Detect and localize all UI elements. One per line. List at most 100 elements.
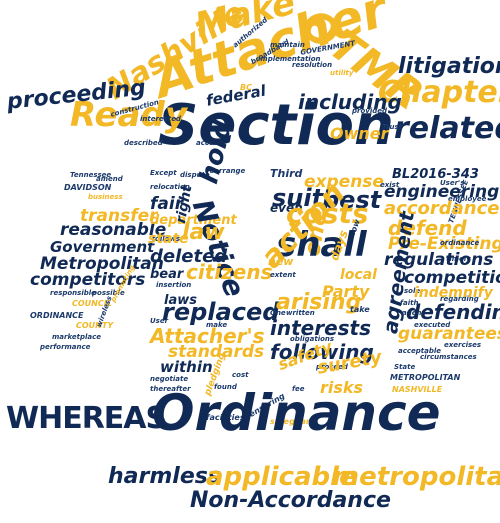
word-indemnify: indemnify (414, 285, 493, 301)
word-trust: Trust (382, 123, 402, 131)
word-bear: bear (150, 267, 184, 282)
word-acceptable: acceptable (398, 347, 442, 355)
word-accordance: accordance (384, 198, 500, 219)
word-maintain: maintain (270, 41, 305, 49)
word-party: Party (322, 282, 370, 301)
word-deleted: deleted (150, 246, 228, 267)
word-interested: interested (140, 115, 181, 123)
word-fee: fee (292, 385, 305, 393)
word-ordinance-word: ordinance (440, 239, 480, 247)
word-whereas: WHEREAS (6, 401, 167, 436)
word-one-cap: One (270, 309, 286, 317)
word-rearrange: rearrange (206, 167, 246, 175)
word-expense: expense (304, 172, 384, 192)
word-state: state (148, 231, 189, 247)
word-new: new (268, 255, 294, 268)
word-cost: cost (232, 371, 249, 379)
word-non-accordance: Non-Accordance (190, 488, 391, 513)
word-resolution: resolution (292, 61, 333, 69)
word-competitors: competitors (30, 270, 146, 290)
word-including: including (298, 90, 402, 114)
word-timely: timely (446, 255, 471, 263)
word-provided: provided (352, 107, 388, 115)
word-user: User (150, 317, 169, 325)
word-competition: competition (404, 268, 500, 288)
word-agent: agent (402, 309, 425, 317)
word-ready: Ready (70, 95, 187, 135)
word-interests: interests (270, 316, 372, 340)
word-attachers: Attacher's (150, 324, 265, 348)
word-obligations: obligations (290, 335, 335, 343)
word-thereafter: thereafter (150, 385, 191, 393)
word-exist: exist (380, 181, 400, 189)
word-davidson: DAVIDSON (64, 183, 112, 192)
word-within: within (160, 358, 213, 376)
word-replaced: replaced (162, 298, 280, 326)
word-executed: executed (414, 321, 451, 329)
word-described: described (124, 139, 163, 147)
word-defending: defending (406, 300, 500, 324)
word-marketplace: marketplace (52, 333, 101, 341)
word-litigation: litigation (398, 54, 500, 79)
word-related: related (394, 111, 500, 146)
word-written: written (286, 309, 315, 317)
word-defend: defend (388, 216, 467, 240)
word-arising: arising (276, 290, 362, 315)
word-law: law (182, 220, 225, 245)
word-negotiate: negotiate (150, 375, 189, 383)
word-reasonable: reasonable (60, 220, 167, 240)
word-suit: suit (272, 184, 324, 212)
word-proceed: proceed (316, 363, 348, 371)
word-metropolitan-cap: Metropolitan (40, 254, 164, 274)
word-ordinance-upper: ORDINANCE (30, 311, 84, 320)
word-follows: follows (152, 235, 181, 243)
word-employee: employee (448, 195, 487, 203)
word-make-word: make (206, 321, 228, 329)
word-bc: BC (240, 83, 252, 92)
word-laws: laws (164, 293, 197, 308)
word-costs: costs (286, 197, 369, 230)
word-council: COUNCIL (72, 299, 112, 308)
word-best: best (322, 186, 382, 214)
word-chapter: Chapter (378, 75, 500, 110)
word-dispute: dispute (180, 171, 210, 179)
word-local: local (340, 267, 377, 283)
word-implementation: implementation (258, 55, 321, 63)
word-citizens: citizens (186, 260, 273, 284)
word-safeguard: safeguard (270, 417, 316, 426)
word-take: take (350, 305, 370, 314)
word-regarding: regarding (440, 295, 479, 303)
word-harmless: harmless (108, 464, 221, 489)
word-third: Third (270, 167, 303, 180)
word-users: User's (440, 179, 465, 187)
word-ordinance: Ordinance (152, 384, 441, 442)
word-except: Except (150, 169, 177, 177)
word-even: even (270, 201, 303, 215)
word-found: found (214, 383, 237, 391)
word-transfer: transfer (80, 206, 158, 226)
word-department: department (150, 213, 237, 228)
word-circumstances: circumstances (420, 353, 477, 361)
word-government: Government (50, 238, 155, 256)
word-engineering: engineering (384, 182, 500, 202)
word-performance: performance (40, 343, 91, 351)
word-applicable: applicable (206, 462, 357, 492)
word-owner: Owner (330, 124, 389, 143)
word-facilities: facilities (206, 413, 245, 422)
word-utility: utility (330, 69, 354, 77)
word-risks: risks (320, 378, 364, 397)
word-regulations: regulations (384, 250, 494, 270)
word-bl2016: BL2016-343 (392, 167, 479, 182)
word-faith: faith (400, 299, 419, 307)
word-access: access (196, 139, 223, 147)
word-tennessee: Tennessee (70, 171, 112, 179)
word-amend: amend (96, 175, 123, 183)
word-following: following (270, 340, 374, 364)
word-possible: possible (92, 289, 125, 297)
word-exercises: exercises (444, 341, 482, 349)
word-nashville-upper: NASHVILLE (392, 385, 443, 394)
word-metropolitan: metropolitan (332, 462, 500, 492)
word-county: COUNTY (76, 321, 114, 330)
word-state-cap: State (394, 363, 416, 371)
